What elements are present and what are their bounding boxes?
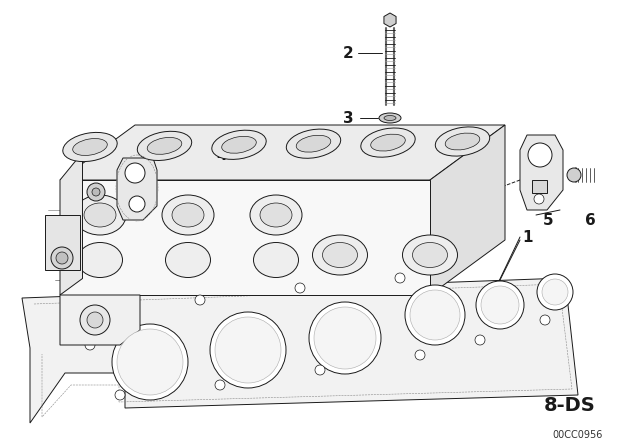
Ellipse shape: [435, 127, 490, 156]
Circle shape: [87, 312, 103, 328]
Circle shape: [295, 283, 305, 293]
Polygon shape: [60, 180, 430, 295]
Circle shape: [56, 252, 68, 264]
Circle shape: [115, 390, 125, 400]
Ellipse shape: [445, 133, 480, 150]
Text: 2: 2: [342, 46, 353, 60]
Circle shape: [80, 305, 110, 335]
Circle shape: [309, 302, 381, 374]
Ellipse shape: [77, 242, 122, 277]
Ellipse shape: [260, 203, 292, 227]
Circle shape: [125, 163, 145, 183]
Ellipse shape: [172, 203, 204, 227]
Circle shape: [476, 281, 524, 329]
Circle shape: [112, 324, 188, 400]
Ellipse shape: [84, 203, 116, 227]
Ellipse shape: [138, 131, 192, 160]
Text: 7: 7: [83, 250, 93, 266]
Ellipse shape: [371, 134, 405, 151]
Circle shape: [51, 247, 73, 269]
Ellipse shape: [212, 130, 266, 159]
Ellipse shape: [361, 128, 415, 157]
Circle shape: [405, 285, 465, 345]
Ellipse shape: [250, 195, 302, 235]
Polygon shape: [532, 180, 547, 193]
Circle shape: [117, 329, 183, 395]
Polygon shape: [60, 125, 505, 180]
Ellipse shape: [74, 195, 126, 235]
Circle shape: [410, 290, 460, 340]
Ellipse shape: [312, 235, 367, 275]
Circle shape: [481, 286, 519, 324]
Text: 6: 6: [150, 147, 161, 163]
Text: 5: 5: [543, 212, 554, 228]
Circle shape: [215, 380, 225, 390]
Polygon shape: [45, 215, 80, 270]
Circle shape: [537, 274, 573, 310]
Ellipse shape: [221, 136, 256, 153]
Circle shape: [129, 196, 145, 212]
Ellipse shape: [296, 135, 331, 152]
Circle shape: [475, 335, 485, 345]
Circle shape: [567, 168, 581, 182]
Ellipse shape: [162, 195, 214, 235]
Circle shape: [528, 143, 552, 167]
Ellipse shape: [323, 242, 358, 267]
Polygon shape: [430, 125, 505, 295]
Ellipse shape: [379, 113, 401, 123]
Polygon shape: [60, 152, 83, 295]
Circle shape: [210, 312, 286, 388]
Circle shape: [92, 188, 100, 196]
Polygon shape: [22, 278, 578, 423]
Ellipse shape: [413, 242, 447, 267]
Circle shape: [314, 307, 376, 369]
Ellipse shape: [63, 133, 117, 162]
Polygon shape: [384, 13, 396, 27]
Circle shape: [215, 317, 281, 383]
Circle shape: [540, 315, 550, 325]
Text: 8-DS: 8-DS: [544, 396, 596, 414]
Text: 1: 1: [523, 229, 533, 245]
Polygon shape: [520, 135, 563, 210]
Ellipse shape: [73, 138, 108, 155]
Circle shape: [534, 194, 544, 204]
Ellipse shape: [403, 235, 458, 275]
Text: 3: 3: [342, 111, 353, 125]
Ellipse shape: [286, 129, 340, 158]
Circle shape: [85, 340, 95, 350]
Text: 4: 4: [217, 147, 227, 163]
Ellipse shape: [166, 242, 211, 277]
Text: 6: 6: [584, 212, 595, 228]
Circle shape: [87, 183, 105, 201]
Circle shape: [542, 279, 568, 305]
Polygon shape: [60, 295, 140, 345]
Ellipse shape: [147, 138, 182, 155]
Circle shape: [395, 273, 405, 283]
Polygon shape: [117, 158, 157, 220]
Circle shape: [195, 295, 205, 305]
Ellipse shape: [384, 116, 396, 121]
Circle shape: [315, 365, 325, 375]
Ellipse shape: [253, 242, 298, 277]
Text: 00CC0956: 00CC0956: [553, 430, 603, 440]
Circle shape: [415, 350, 425, 360]
